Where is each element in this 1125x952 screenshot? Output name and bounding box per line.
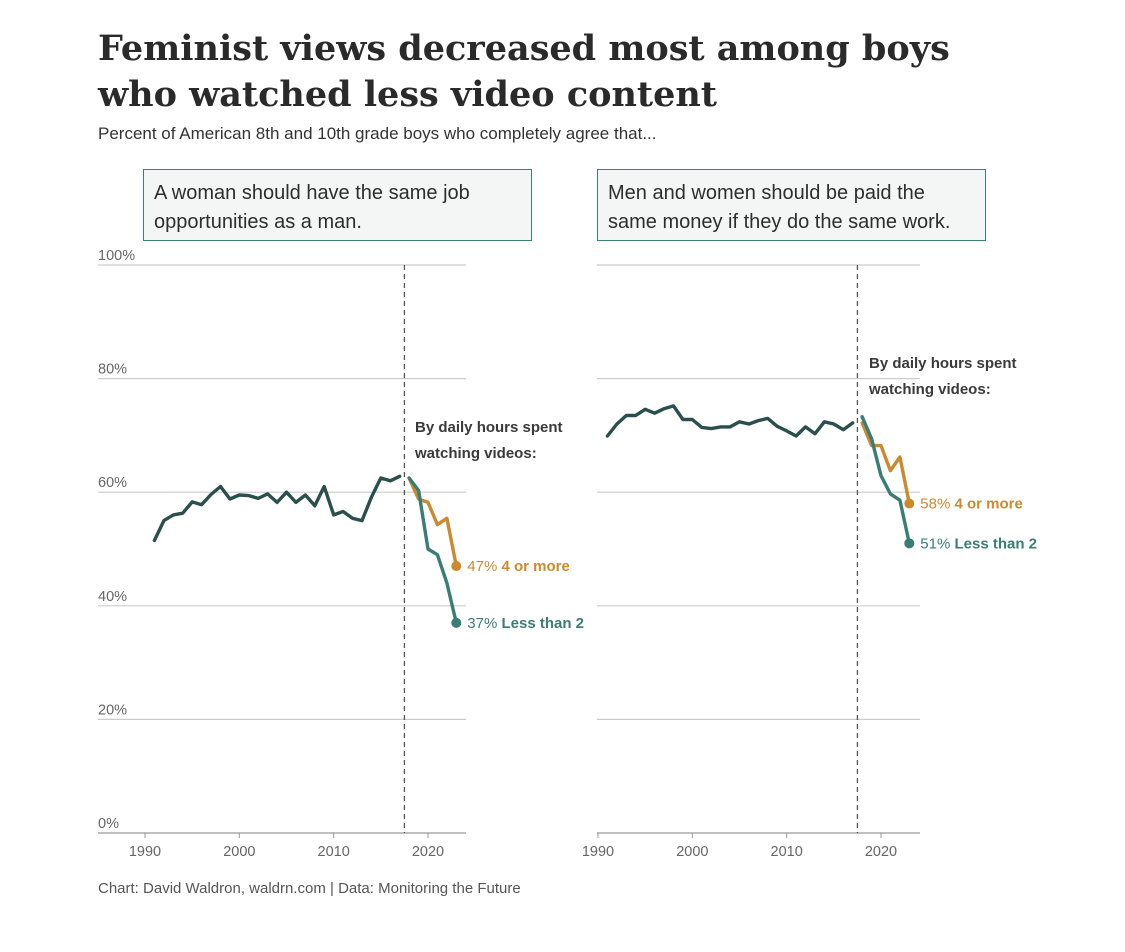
panel-1-series-all — [152, 474, 402, 543]
panel-1-y-tick-label: 80% — [98, 362, 127, 378]
panel-1-y-tick-label: 60% — [98, 475, 127, 491]
panel-2-annotation-line: watching videos: — [868, 381, 991, 398]
panel-1-y-tick-label: 100% — [98, 248, 135, 264]
panel-1-annotation-line: By daily hours spent — [415, 419, 563, 436]
panel-1-title-box: A woman should have the same job opportu… — [143, 169, 532, 241]
panel-1-series-four-or-more — [407, 476, 458, 568]
panel-1-x-tick-label: 2000 — [223, 844, 255, 860]
panel-2-end-label-less-than-2: 51% Less than 2 — [920, 535, 1037, 552]
panel-1-x-tick-label: 2010 — [318, 844, 350, 860]
panel-1-x-tick-label: 1990 — [129, 844, 161, 860]
panel-2-x-tick-label: 1990 — [582, 844, 614, 860]
panel-1-end-label-four-or-more: 47% 4 or more — [467, 558, 570, 575]
panel-2-endpoint-four-or-more — [904, 498, 915, 509]
panel-1-y-tick-label: 20% — [98, 702, 127, 718]
panel-2-series-less-than-2 — [860, 415, 911, 545]
panel-1-series-less-than-2 — [407, 476, 458, 625]
panel-2-x-tick-label: 2010 — [771, 844, 803, 860]
panel-2-series-all — [605, 404, 855, 438]
chart-subtitle: Percent of American 8th and 10th grade b… — [98, 124, 657, 143]
panel-2-x-tick-label: 2000 — [676, 844, 708, 860]
panel-2-annotation-line: By daily hours spent — [869, 355, 1017, 372]
panel-1-y-tick-label: 0% — [98, 816, 119, 832]
chart-title: Feminist views decreased most among boys… — [98, 28, 950, 115]
panel-2-series-four-or-more — [860, 421, 911, 506]
panel-1-y-tick-label: 40% — [98, 589, 127, 605]
panel-1-endpoint-less-than-2 — [451, 617, 462, 628]
panel-2-endpoint-less-than-2 — [904, 538, 915, 549]
panel-1-annotation-line: watching videos: — [414, 445, 537, 462]
panel-2-x-tick-label: 2020 — [865, 844, 897, 860]
chart-source-footer: Chart: David Waldron, waldrn.com | Data:… — [98, 880, 521, 897]
panel-2-end-label-four-or-more: 58% 4 or more — [920, 496, 1023, 513]
panel-1-x-tick-label: 2020 — [412, 844, 444, 860]
panel-1-endpoint-four-or-more — [451, 561, 462, 572]
panel-1-end-label-less-than-2: 37% Less than 2 — [467, 615, 584, 632]
panel-2-title-box: Men and women should be paid the same mo… — [597, 169, 986, 241]
